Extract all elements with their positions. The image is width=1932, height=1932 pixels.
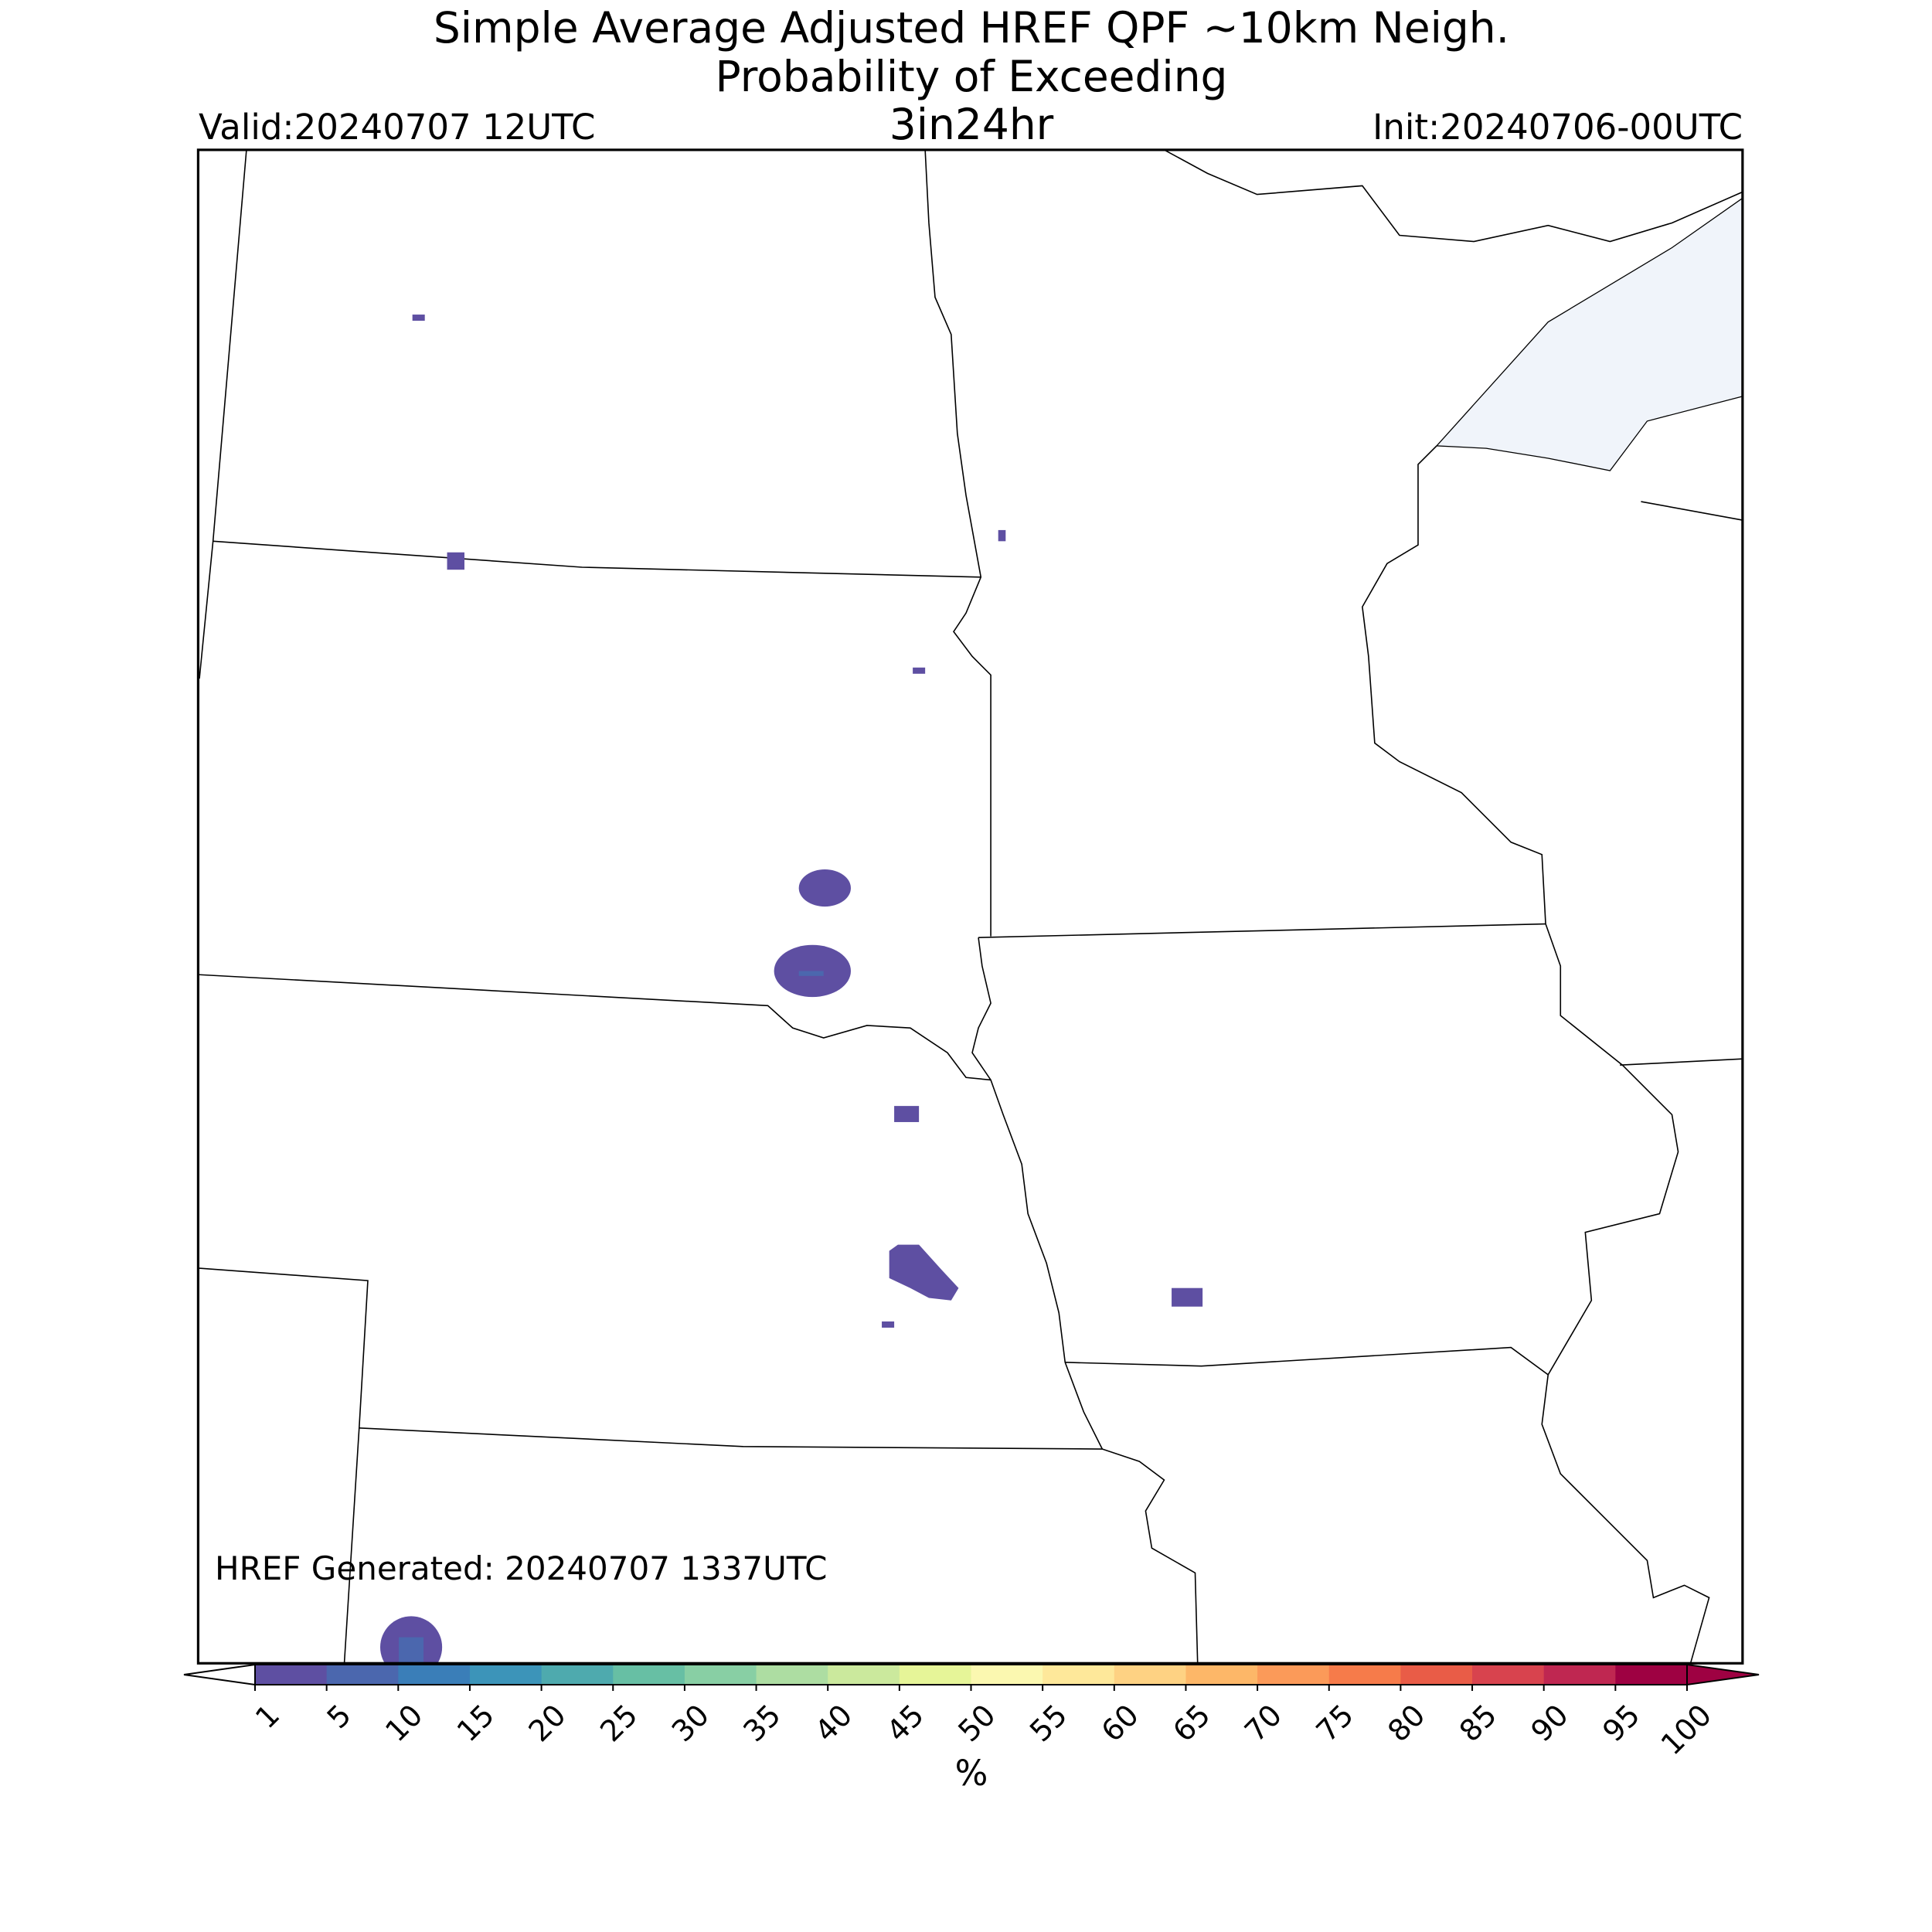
colorbar-tick-label: 65 (1166, 1698, 1216, 1748)
colorbar-segment (1114, 1665, 1186, 1685)
colorbar-extension-high (1686, 1663, 1760, 1686)
colorbar-tick-label: 80 (1381, 1698, 1431, 1748)
colorbar-segment (1615, 1665, 1688, 1685)
colorbar-segment (684, 1665, 757, 1685)
colorbar-tick-label: 100 (1655, 1698, 1718, 1761)
map (196, 148, 1744, 1665)
colorbar-segment (1257, 1665, 1330, 1685)
subtitle: Probability of Exceeding (716, 52, 1228, 101)
colorbar-extension-low (183, 1663, 256, 1686)
colorbar-tick-label: 15 (451, 1698, 501, 1748)
colorbar-segment (1400, 1665, 1473, 1685)
colorbar-label: % (955, 1753, 988, 1794)
colorbar-segment (613, 1665, 685, 1685)
colorbar-segment (326, 1665, 399, 1685)
colorbar-tick-label: 85 (1453, 1698, 1503, 1748)
lake-superior (1435, 197, 1743, 471)
generated-time: HREF Generated: 20240707 1337UTC (215, 1549, 827, 1587)
colorbar-segment (541, 1665, 614, 1685)
map-frame (196, 148, 1744, 1665)
colorbar-tick-label: 75 (1310, 1698, 1360, 1748)
colorbar: 1 5 10 15 20 25 30 35 40 45 50 55 60 65 70 75 80 85 90 95 10… (183, 1663, 1760, 1761)
colorbar-segment (1472, 1665, 1545, 1685)
colorbar-tick-label: 90 (1525, 1698, 1575, 1748)
colorbar-tick-label: 60 (1095, 1698, 1145, 1748)
colorbar-tick-label: 1 (249, 1698, 286, 1735)
colorbar-segment (398, 1665, 471, 1685)
colorbar-segment (1328, 1665, 1401, 1685)
colorbar-tick-label: 40 (808, 1698, 859, 1748)
colorbar-tick-label: 20 (522, 1698, 572, 1748)
colorbar-tick-label: 10 (379, 1698, 429, 1748)
colorbar-segment (1043, 1665, 1115, 1685)
probability-area (399, 1637, 424, 1664)
threshold: 3in24hr (889, 100, 1054, 149)
colorbar-tick-label: 35 (736, 1698, 787, 1748)
colorbar-tick-label: 25 (594, 1698, 644, 1748)
title: Simple Average Adjusted HREF QPF ~10km N… (434, 3, 1509, 53)
colorbar-segment (1543, 1665, 1616, 1685)
colorbar-segment (899, 1665, 971, 1685)
colorbar-tick-label: 5 (321, 1698, 358, 1735)
state-borders (199, 149, 1743, 1664)
colorbar-segment (828, 1665, 900, 1685)
colorbar-tick-label: 95 (1596, 1698, 1646, 1748)
colorbar-segment (971, 1665, 1043, 1685)
colorbar-tick-label: 55 (1023, 1698, 1073, 1748)
init-time: Init:20240706-00UTC (1372, 107, 1743, 148)
valid-time: Valid:20240707 12UTC (199, 107, 595, 148)
probability-areas (380, 315, 1203, 1664)
colorbar-segment (1185, 1665, 1258, 1685)
colorbar-segment (255, 1665, 328, 1685)
colorbar-tick-label: 70 (1238, 1698, 1288, 1748)
colorbar-tick-label: 45 (880, 1698, 930, 1748)
probability-area (798, 971, 824, 976)
colorbar-tick-label: 50 (951, 1698, 1002, 1748)
colorbar-tick-label: 30 (665, 1698, 716, 1748)
colorbar-segment (469, 1665, 543, 1685)
colorbar-segment (756, 1665, 828, 1685)
